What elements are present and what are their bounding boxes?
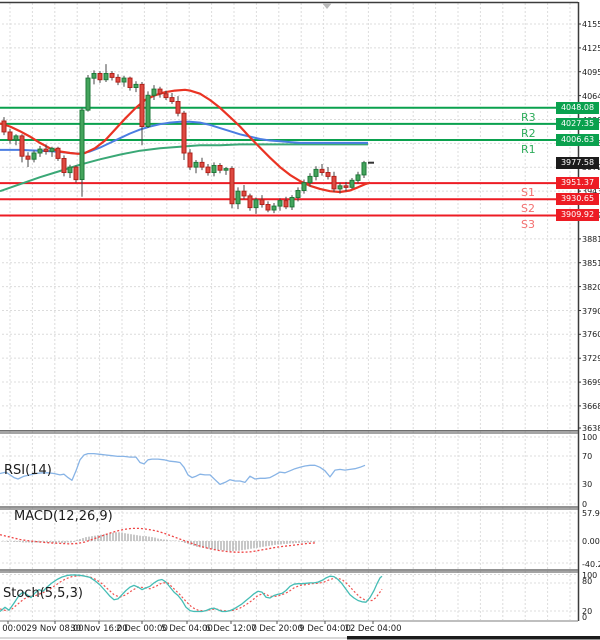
indicator-scale-label: 0	[582, 613, 588, 622]
time-axis-label: 12 Dec 04:00	[344, 624, 402, 634]
price-axis-label: 3943.00	[582, 187, 600, 197]
stoch-indicator-label: Stoch(5,5,3)	[3, 586, 83, 601]
indicator-scale-label: -40.24	[582, 560, 600, 569]
support-level-badge: 3930.65	[556, 193, 599, 206]
time-axis-label: 30 Nov 16:00	[70, 624, 128, 634]
indicator-scale-label: 100	[582, 571, 598, 580]
support-level-label: S2	[521, 202, 535, 216]
indicator-scale-label: 0	[582, 500, 588, 509]
price-axis-label: 3790.90	[582, 306, 600, 316]
price-axis-label: 3729.70	[582, 354, 600, 364]
top-marker-icon	[322, 3, 332, 9]
resistance-level-badge: 4006.63	[556, 134, 599, 147]
rsi-indicator-label: RSI(14)	[4, 463, 52, 478]
price-axis-label: 3881.80	[582, 234, 600, 244]
resistance-level-badge: 4027.35	[556, 117, 599, 130]
support-level-label: S1	[521, 186, 535, 200]
indicator-scale-label: 0.00	[582, 537, 600, 546]
support-level-label: S3	[521, 218, 535, 232]
time-axis-label: 2 Dec 00:00	[116, 624, 168, 634]
time-axis-label: 5 Dec 04:00	[161, 624, 213, 634]
indicator-scale-label: 30	[582, 480, 593, 489]
price-axis-label: 3638.80	[582, 424, 600, 433]
current-price-badge: 3977.58	[556, 156, 599, 169]
price-axis-label: 3760.30	[582, 330, 600, 340]
time-axis-label: 7 Dec 20:00	[251, 624, 303, 634]
price-axis-label: 4155.40	[582, 20, 600, 29]
bottom-divider-bar	[347, 636, 600, 640]
support-level-badge: 3909.92	[556, 209, 599, 222]
time-axis-label: 6 Dec 12:00	[205, 624, 257, 634]
indicator-scale-label: 100	[582, 433, 598, 442]
price-axis-label: 4095.10	[582, 67, 600, 77]
resistance-level-label: R2	[521, 126, 536, 140]
price-axis-label: 4064.50	[582, 91, 600, 101]
price-axis-label: 3668.50	[582, 401, 600, 411]
price-axis-label: 3851.20	[582, 258, 600, 268]
macd-indicator-label: MACD(12,26,9)	[14, 509, 113, 524]
price-axis-label: 3820.60	[582, 282, 600, 292]
time-axis-label: ov 00:00	[0, 624, 27, 634]
price-axis-label: 3699.10	[582, 378, 600, 388]
indicator-scale-label: 57.924	[582, 509, 600, 518]
resistance-level-label: R1	[521, 143, 536, 157]
resistance-level-label: R3	[521, 110, 536, 124]
indicator-scale-label: 80	[582, 577, 593, 586]
indicator-scale-label: 20	[582, 607, 593, 616]
resistance-level-badge: 4048.08	[556, 101, 599, 114]
indicator-scale-label: 70	[582, 452, 593, 461]
time-axis-label: 29 Nov 08:00	[26, 624, 84, 634]
price-axis-label: 4125.70	[582, 43, 600, 53]
support-level-badge: 3951.37	[556, 177, 599, 190]
time-axis-label: 9 Dec 04:00	[299, 624, 351, 634]
